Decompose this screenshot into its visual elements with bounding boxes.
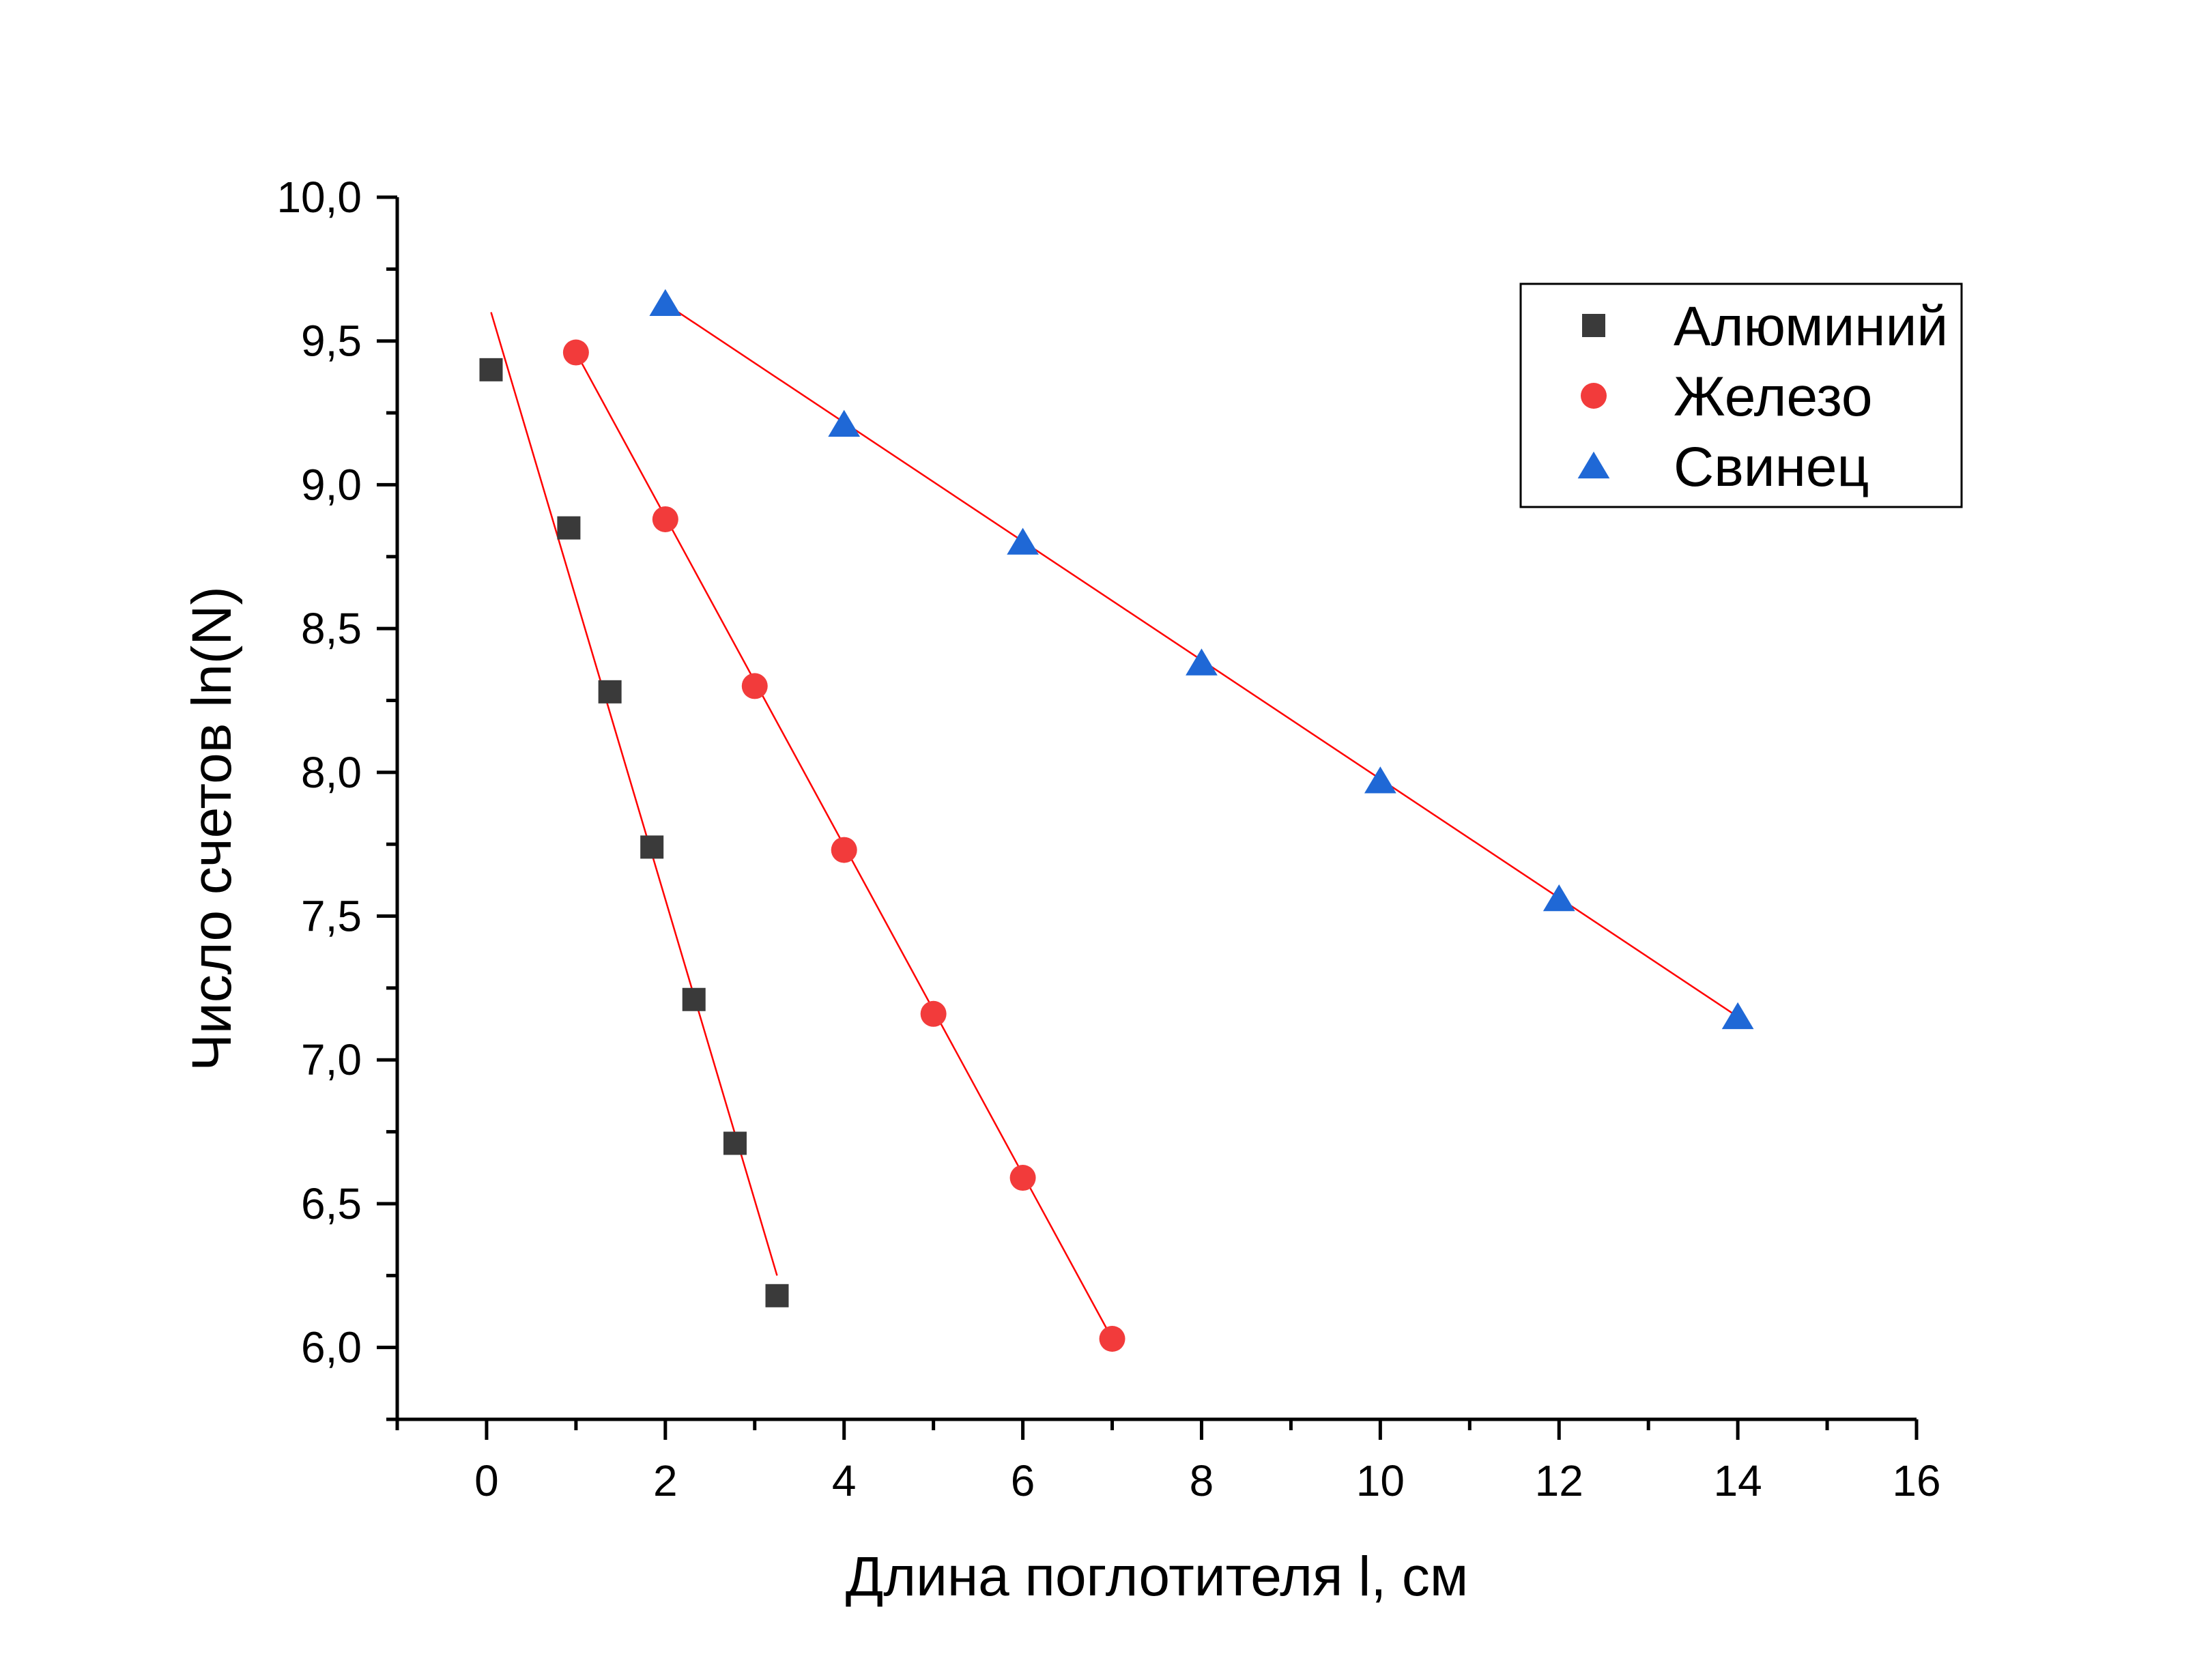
y-axis-title: Число счетов ln(N) <box>181 586 243 1071</box>
x-tick-label: 6 <box>1011 1456 1035 1505</box>
legend-label: Алюминий <box>1674 295 1948 358</box>
y-tick-label: 7,5 <box>301 892 362 941</box>
data-point-square <box>765 1284 789 1307</box>
data-points <box>479 289 1754 1352</box>
data-point-circle <box>652 506 678 532</box>
x-tick-label: 14 <box>1714 1456 1762 1505</box>
data-point-triangle <box>828 409 861 437</box>
data-point-triangle <box>1543 884 1575 912</box>
y-tick-label: 8,5 <box>301 604 362 653</box>
data-point-circle <box>831 837 857 863</box>
data-point-circle <box>920 1000 947 1027</box>
x-tick-label: 4 <box>832 1456 857 1505</box>
data-point-square <box>682 987 706 1011</box>
data-point-square <box>557 516 581 540</box>
data-point-circle <box>1099 1326 1125 1352</box>
axes: 0 2 4 6 8 10 12 14 16 6,0 6,5 7,0 7,5 8,0 8,5 9,0 9,5 10,… <box>276 173 1940 1505</box>
data-point-triangle <box>649 289 682 316</box>
x-axis-title: Длина поглотителя l, см <box>846 1546 1469 1608</box>
data-point-circle <box>741 673 768 699</box>
data-point-circle <box>1009 1165 1036 1191</box>
legend-marker-square <box>1582 314 1605 337</box>
x-tick-label: 0 <box>474 1456 499 1505</box>
data-point-triangle <box>1186 648 1218 676</box>
legend-marker-circle <box>1581 383 1607 409</box>
y-tick-label: 6,0 <box>301 1323 362 1372</box>
data-point-square <box>479 358 503 381</box>
x-tick-label: 16 <box>1892 1456 1940 1505</box>
x-tick-label: 2 <box>653 1456 678 1505</box>
legend-label: Свинец <box>1674 436 1869 498</box>
legend-label: Железо <box>1674 366 1873 428</box>
data-point-triangle <box>1721 1002 1754 1030</box>
x-tick-label: 8 <box>1190 1456 1214 1505</box>
y-tick-label: 7,0 <box>301 1035 362 1084</box>
fit-line-1 <box>490 312 778 1276</box>
y-tick-label: 9,0 <box>301 460 362 509</box>
y-tick-label: 9,5 <box>301 317 362 366</box>
data-point-triangle <box>1364 766 1396 794</box>
data-point-circle <box>562 339 589 366</box>
x-tick-label: 12 <box>1535 1456 1583 1505</box>
y-tick-label: 8,0 <box>301 748 362 797</box>
legend: Алюминий Железо Свинец <box>1519 283 1963 508</box>
data-point-square <box>723 1131 747 1155</box>
y-tick-label: 10,0 <box>276 173 362 222</box>
y-tick-label: 6,5 <box>301 1179 362 1228</box>
x-tick-label: 10 <box>1356 1456 1405 1505</box>
data-point-square <box>598 680 622 704</box>
data-point-square <box>640 835 664 859</box>
data-point-triangle <box>1007 527 1039 555</box>
legend-marker-triangle <box>1577 451 1610 479</box>
